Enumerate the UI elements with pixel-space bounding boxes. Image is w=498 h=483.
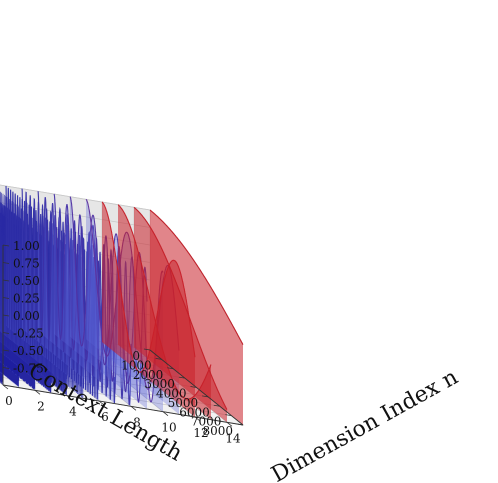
n-tick-mark <box>162 411 169 416</box>
series-line-8 <box>37 191 132 406</box>
x-tick-mark <box>213 404 220 407</box>
z-tick-mark <box>2 349 10 352</box>
n-tick-mark <box>34 390 41 395</box>
z-tick-label: -0.50 <box>13 344 44 358</box>
z-tick-label: 0.00 <box>13 309 40 323</box>
x-tick-label: 1000 <box>121 358 152 372</box>
series-line-7 <box>21 188 116 404</box>
z-tick-label: 1.00 <box>13 239 40 253</box>
x-tick-mark <box>167 367 174 370</box>
x-tick-label: 5000 <box>168 396 199 410</box>
x-tick-mark <box>225 414 232 417</box>
n-tick-mark <box>98 400 105 406</box>
x-tick-label: 3000 <box>144 377 175 391</box>
n-tick-mark <box>130 406 137 411</box>
series-line-6 <box>5 185 100 400</box>
x-tick-mark <box>155 357 162 360</box>
series-line-15 <box>149 209 244 346</box>
z-tick-label: 0.50 <box>13 274 40 288</box>
n-axis-line <box>2 384 244 426</box>
series-layer <box>0 185 244 425</box>
x-tick-mark <box>236 423 244 426</box>
x-tick-mark <box>202 395 209 398</box>
n-tick-mark <box>226 422 233 427</box>
n-tick-label: 8 <box>133 415 141 429</box>
z-tick-mark <box>2 279 10 282</box>
x-tick-label: 8000 <box>202 424 233 438</box>
n-tick-mark <box>66 395 73 400</box>
z-tick-mark <box>2 367 10 369</box>
x-tick-mark <box>143 348 151 351</box>
x-tick-mark <box>178 376 185 379</box>
n-tick-label: 0 <box>5 394 13 408</box>
z-tick-label: -0.75 <box>13 362 44 376</box>
z-tick-mark <box>2 297 10 299</box>
n-tick-label: 14 <box>225 431 241 445</box>
x-tick-label: 0 <box>132 349 140 363</box>
x-tick-mark <box>190 386 197 388</box>
n-tick-label: 4 <box>69 405 77 419</box>
z-tick-mark <box>2 262 10 264</box>
z-tick-label: 0.75 <box>13 257 40 271</box>
n-tick-label: 2 <box>37 399 45 413</box>
n-tick-label: 12 <box>193 426 208 440</box>
z-tick-label: 0.25 <box>13 292 40 306</box>
z-tick-mark <box>2 314 10 317</box>
z-tick-label: -0.25 <box>13 327 44 341</box>
x-tick-label: 2000 <box>133 368 164 382</box>
z-tick-mark <box>2 244 10 247</box>
n-tick-mark <box>2 384 9 390</box>
n-tick-label: 10 <box>161 421 176 435</box>
grid-line-n-floor <box>0 361 36 391</box>
x-tick-label: 7000 <box>191 415 222 429</box>
x-tick-label: 6000 <box>179 405 210 419</box>
n-tick-label: 6 <box>101 410 109 424</box>
series-sheet-15 <box>150 210 243 425</box>
n-tick-mark <box>194 416 201 422</box>
x-tick-label: 4000 <box>156 387 187 401</box>
z-tick-mark <box>2 332 10 334</box>
y-axis-label: Dimension Index n <box>267 365 462 483</box>
grid-line-z-side <box>0 184 151 211</box>
